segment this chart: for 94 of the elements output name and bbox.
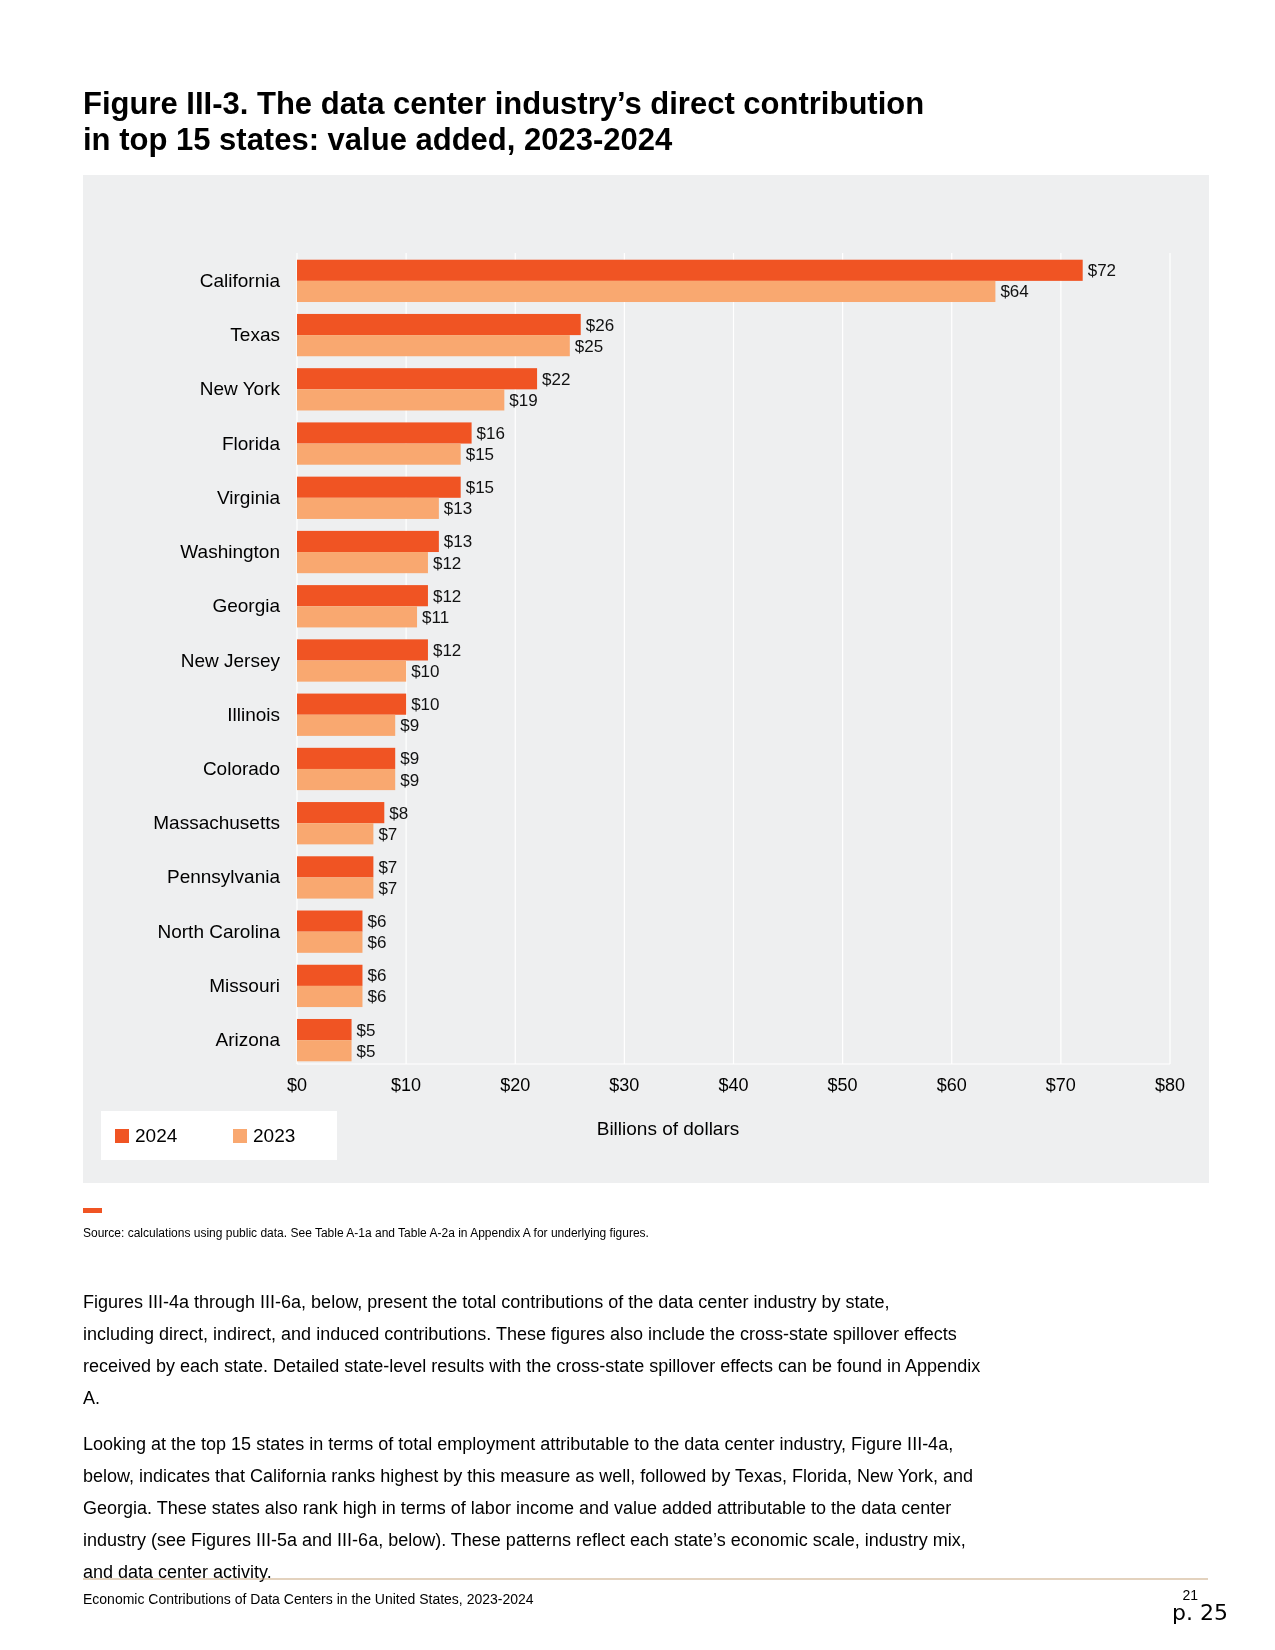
bar <box>297 931 363 953</box>
data-label: $6 <box>367 933 387 953</box>
bar <box>297 693 407 715</box>
data-label: $19 <box>509 390 538 410</box>
bar <box>297 747 396 769</box>
x-tick-label: $10 <box>391 1075 422 1095</box>
x-axis-title: Billions of dollars <box>596 1118 740 1139</box>
bar <box>297 768 396 791</box>
data-label: $12 <box>432 553 462 573</box>
data-label: $5 <box>356 1020 376 1040</box>
y-tick-label: California <box>199 269 281 291</box>
chart-title: Figure III-3. The data center industry’s direct contribution in top 15 states: value added, 2023-2024 <box>83 86 925 157</box>
bar <box>297 639 428 661</box>
data-label: $12 <box>432 640 462 660</box>
y-tick-label: New York <box>199 378 281 400</box>
text: p. 25 <box>1172 1600 1228 1625</box>
y-tick-label: Virginia <box>216 486 281 508</box>
data-label: $22 <box>542 369 571 389</box>
bar <box>297 422 472 444</box>
bar <box>297 1040 352 1062</box>
legend-label: 2023 <box>253 1125 296 1146</box>
bar <box>297 259 1083 281</box>
y-tick-label: Pennsylvania <box>166 866 281 888</box>
data-label: $13 <box>443 532 473 552</box>
x-tick-label: $20 <box>500 1075 531 1095</box>
x-tick-label: $0 <box>286 1075 308 1095</box>
data-label: $6 <box>367 966 387 986</box>
data-label: $26 <box>585 315 615 335</box>
y-tick-label: North Carolina <box>157 920 281 942</box>
bar <box>297 985 363 1008</box>
y-tick-label: Texas <box>230 324 280 346</box>
x-tick-label: $60 <box>936 1075 967 1095</box>
y-tick-label: Massachusetts <box>153 812 280 834</box>
data-label: $8 <box>389 803 409 823</box>
text: Economic Contributions of Data Centers in the United States, 2023-2024 <box>83 1591 534 1607</box>
y-tick-label: Georgia <box>212 595 281 617</box>
text: 21 <box>1182 1587 1199 1603</box>
data-label: $6 <box>367 912 387 932</box>
bar <box>297 910 363 932</box>
data-label: $11 <box>422 607 450 627</box>
data-label: $16 <box>476 423 505 443</box>
y-tick-label: New Jersey <box>180 649 281 671</box>
bar <box>297 280 996 303</box>
data-label: $6 <box>367 987 387 1007</box>
data-label: $7 <box>378 824 398 844</box>
data-label: $9 <box>400 716 420 736</box>
data-label: $15 <box>465 478 495 498</box>
data-label: $10 <box>411 662 440 682</box>
x-tick-label: $70 <box>1045 1075 1076 1095</box>
x-tick-label: $80 <box>1154 1075 1186 1095</box>
bar <box>297 389 505 411</box>
bar <box>297 335 570 357</box>
bar <box>297 714 396 736</box>
bar <box>297 585 428 607</box>
bar <box>297 1018 352 1041</box>
data-label: $15 <box>465 445 495 465</box>
y-tick-label: Illinois <box>227 703 280 725</box>
bar <box>297 877 374 899</box>
data-label: $72 <box>1087 261 1117 281</box>
data-label: $64 <box>1000 282 1029 302</box>
bar <box>297 443 461 465</box>
bar <box>297 964 363 986</box>
bar <box>297 823 374 845</box>
y-tick-label: Florida <box>221 432 281 454</box>
bar <box>297 856 374 878</box>
data-label: $9 <box>400 749 420 769</box>
data-label: $7 <box>378 879 398 899</box>
data-label: $25 <box>574 336 604 356</box>
x-tick-label: $50 <box>827 1075 858 1095</box>
bar <box>297 476 461 498</box>
text: Looking at the top 15 states in terms of total employment attributable to the data center industry, Figure III-4a, below, indicates that California ranks highest by this measure as well, followed by Texas, Florida, New York, and Georgia. These states also rank high in terms of labor income and value added attributable to the data center industry (see Figures III-5a and III-6a, below). These patterns reflect each state’s economic scale, industry mix, and data center activity. <box>83 1434 974 1582</box>
bar <box>297 802 385 824</box>
x-tick-label: $40 <box>718 1075 749 1095</box>
y-tick-label: Arizona <box>215 1029 281 1051</box>
data-label: $13 <box>443 499 473 519</box>
bar <box>297 552 428 574</box>
y-tick-label: Washington <box>180 541 280 563</box>
legend-label: 2024 <box>135 1125 178 1146</box>
bar <box>297 660 407 682</box>
data-label: $9 <box>400 770 420 790</box>
bar <box>297 313 581 336</box>
source-note: Source: calculations using public data. See Table A-1a and Table A-2a in Appendix A for underlying figures. <box>83 1226 649 1240</box>
y-tick-label: Colorado <box>202 757 280 779</box>
y-tick-label: Missouri <box>209 974 280 996</box>
bar <box>297 368 538 390</box>
bar <box>297 497 439 519</box>
bar <box>297 530 439 553</box>
data-label: $10 <box>411 695 440 715</box>
text: Figures III-4a through III-6a, below, present the total contributions of the data center industry by state, including direct, indirect, and induced contributions. These figures also include the cross-state spillover effects received by each state. Detailed state-level results with the cross-state spillover effects can be found in Appendix A. <box>83 1292 981 1408</box>
data-label: $12 <box>432 586 462 606</box>
bar <box>297 606 418 628</box>
data-label: $5 <box>356 1041 376 1061</box>
data-label: $7 <box>378 857 398 877</box>
x-tick-label: $30 <box>609 1075 640 1095</box>
